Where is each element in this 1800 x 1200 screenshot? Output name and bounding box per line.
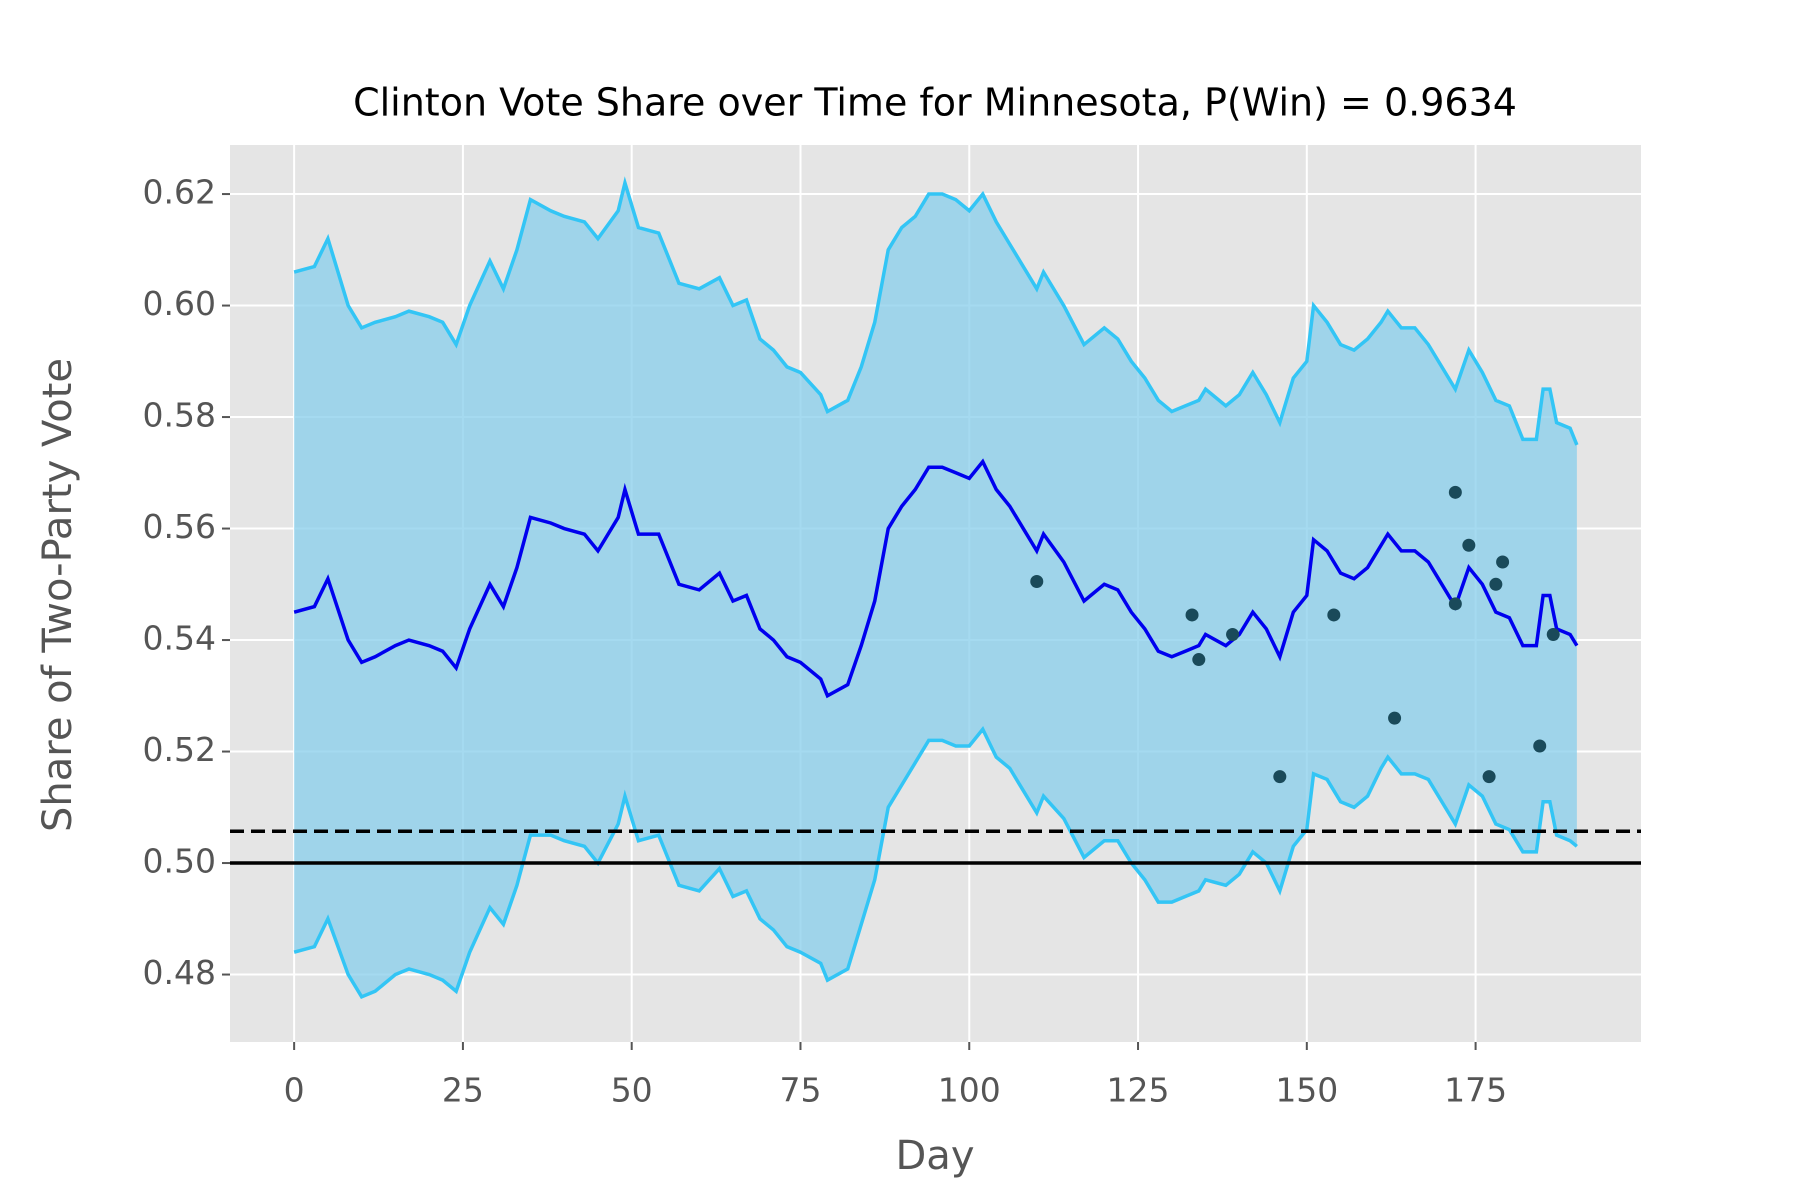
y-tick-label: 0.60 [143, 284, 216, 323]
poll-point [1273, 770, 1287, 784]
x-tick-label: 50 [611, 1071, 653, 1110]
y-tick-label: 0.54 [143, 619, 216, 658]
y-tick-label: 0.50 [143, 842, 216, 881]
y-tick-label: 0.52 [143, 730, 216, 769]
poll-point [1533, 739, 1547, 753]
poll-point [1226, 627, 1240, 641]
poll-point [1496, 555, 1510, 569]
x-tick-label: 150 [1275, 1071, 1338, 1110]
poll-point [1546, 627, 1560, 641]
poll-point [1448, 485, 1462, 499]
poll-point [1482, 770, 1496, 784]
y-axis-label: Share of Two-Party Vote [35, 358, 81, 832]
series-line [293, 176, 1579, 446]
poll-point [1388, 711, 1402, 725]
x-tick-label: 0 [284, 1071, 305, 1110]
x-tick-label: 75 [779, 1071, 821, 1110]
poll-point [1030, 575, 1044, 589]
y-tick-label: 0.56 [143, 507, 216, 546]
poll-point [1327, 608, 1341, 622]
x-tick-label: 175 [1444, 1071, 1507, 1110]
series-line [293, 726, 1578, 1000]
poll-point [1489, 577, 1503, 591]
x-axis-label: Day [896, 1133, 975, 1179]
poll-point [1185, 608, 1199, 622]
confidence-band [294, 182, 1577, 997]
y-tick-label: 0.58 [143, 396, 216, 435]
poll-point [1448, 597, 1462, 611]
y-tick-label: 0.62 [143, 173, 216, 212]
y-tick-label: 0.48 [143, 953, 216, 992]
x-tick-label: 25 [442, 1071, 484, 1110]
series-line [293, 458, 1579, 699]
x-tick-label: 125 [1107, 1071, 1170, 1110]
poll-point [1462, 538, 1476, 552]
x-tick-label: 100 [938, 1071, 1001, 1110]
chart-title: Clinton Vote Share over Time for Minneso… [353, 81, 1517, 125]
poll-point [1192, 653, 1206, 667]
